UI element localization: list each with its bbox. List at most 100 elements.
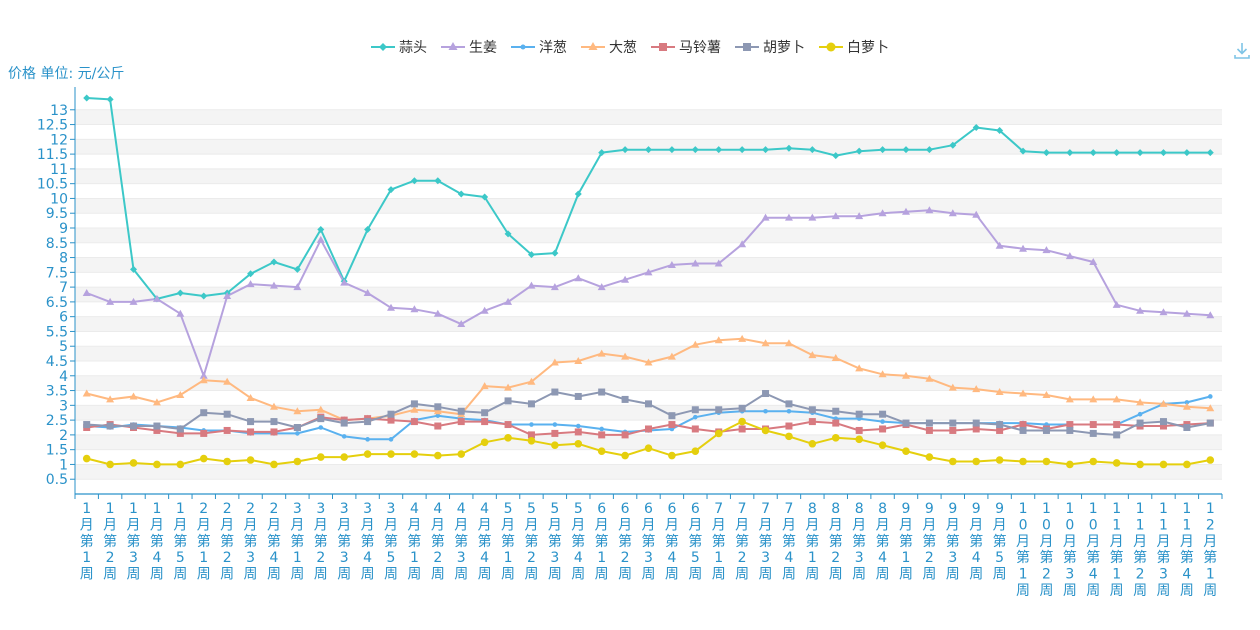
data-point[interactable] xyxy=(949,457,957,466)
data-point[interactable] xyxy=(1113,431,1121,439)
data-point[interactable] xyxy=(1065,252,1074,260)
data-point[interactable] xyxy=(176,390,185,398)
data-point[interactable] xyxy=(1206,311,1215,319)
data-point[interactable] xyxy=(387,416,395,424)
data-point[interactable] xyxy=(1159,418,1167,426)
data-point[interactable] xyxy=(996,426,1004,434)
data-point[interactable] xyxy=(363,450,372,458)
data-point[interactable] xyxy=(832,152,840,160)
data-point[interactable] xyxy=(1089,429,1097,437)
data-point[interactable] xyxy=(785,432,793,441)
data-point[interactable] xyxy=(433,309,442,317)
data-point[interactable] xyxy=(925,374,934,382)
data-point[interactable] xyxy=(995,456,1004,464)
data-point[interactable] xyxy=(691,340,700,348)
data-point[interactable] xyxy=(1206,404,1215,412)
data-point[interactable] xyxy=(457,190,465,198)
data-point[interactable] xyxy=(1112,395,1121,403)
data-point[interactable] xyxy=(738,404,746,412)
data-point[interactable] xyxy=(879,410,887,418)
data-point[interactable] xyxy=(996,421,1004,429)
data-point[interactable] xyxy=(902,146,910,154)
data-point[interactable] xyxy=(925,453,934,461)
data-point[interactable] xyxy=(972,457,981,466)
data-point[interactable] xyxy=(621,352,630,360)
data-point[interactable] xyxy=(504,397,512,405)
data-point[interactable] xyxy=(246,393,255,401)
data-point[interactable] xyxy=(1136,460,1144,469)
data-point[interactable] xyxy=(504,421,512,429)
data-point[interactable] xyxy=(738,425,746,433)
data-point[interactable] xyxy=(1159,460,1168,469)
data-point[interactable] xyxy=(1113,421,1121,429)
data-point[interactable] xyxy=(1159,422,1167,430)
data-point[interactable] xyxy=(316,453,325,461)
data-point[interactable] xyxy=(316,405,325,413)
data-point[interactable] xyxy=(1183,149,1191,157)
data-point[interactable] xyxy=(504,434,512,442)
data-point[interactable] xyxy=(434,451,442,460)
data-point[interactable] xyxy=(317,415,325,423)
data-point[interactable] xyxy=(527,431,535,439)
legend-item-5[interactable]: 马铃薯 xyxy=(651,37,721,57)
data-point[interactable] xyxy=(1183,424,1191,431)
data-point[interactable] xyxy=(106,297,115,305)
data-point[interactable] xyxy=(129,392,138,400)
legend-item-4[interactable]: 大葱 xyxy=(581,37,637,57)
data-point[interactable] xyxy=(1159,308,1168,316)
data-point[interactable] xyxy=(199,454,208,463)
data-point[interactable] xyxy=(1019,457,1027,466)
data-point[interactable] xyxy=(293,424,301,431)
data-point[interactable] xyxy=(855,426,863,434)
data-point[interactable] xyxy=(317,225,325,233)
data-point[interactable] xyxy=(457,320,466,328)
data-point[interactable] xyxy=(316,235,325,243)
data-point[interactable] xyxy=(223,410,231,418)
data-point[interactable] xyxy=(269,281,278,289)
data-point[interactable] xyxy=(1136,398,1145,406)
data-point[interactable] xyxy=(387,186,395,194)
data-point[interactable] xyxy=(621,275,630,283)
data-point[interactable] xyxy=(691,259,700,267)
download-icon[interactable] xyxy=(1234,42,1250,60)
data-point[interactable] xyxy=(1184,400,1190,405)
data-point[interactable] xyxy=(1206,149,1214,157)
data-point[interactable] xyxy=(949,426,957,434)
data-point[interactable] xyxy=(223,426,231,434)
legend-item-7[interactable]: 白萝卜 xyxy=(819,37,889,57)
data-point[interactable] xyxy=(410,400,418,408)
data-point[interactable] xyxy=(644,358,653,366)
data-point[interactable] xyxy=(855,212,864,220)
data-point[interactable] xyxy=(247,270,255,278)
data-point[interactable] xyxy=(901,207,910,215)
data-point[interactable] xyxy=(855,364,864,372)
data-point[interactable] xyxy=(176,425,184,433)
data-point[interactable] xyxy=(82,454,91,463)
data-point[interactable] xyxy=(199,376,208,384)
data-point[interactable] xyxy=(1019,389,1028,397)
data-point[interactable] xyxy=(340,419,348,427)
data-point[interactable] xyxy=(1042,149,1050,157)
data-point[interactable] xyxy=(129,459,138,467)
data-point[interactable] xyxy=(831,212,840,220)
data-point[interactable] xyxy=(995,388,1004,396)
data-point[interactable] xyxy=(879,425,887,433)
data-point[interactable] xyxy=(715,406,723,414)
data-point[interactable] xyxy=(925,426,933,434)
data-point[interactable] xyxy=(552,422,558,427)
data-point[interactable] xyxy=(410,450,419,458)
data-point[interactable] xyxy=(1042,457,1051,466)
data-point[interactable] xyxy=(925,419,933,427)
data-point[interactable] xyxy=(691,146,699,154)
data-point[interactable] xyxy=(574,274,583,282)
data-point[interactable] xyxy=(808,406,816,414)
data-point[interactable] xyxy=(457,450,466,458)
data-point[interactable] xyxy=(1042,426,1050,434)
data-point[interactable] xyxy=(831,434,840,442)
data-point[interactable] xyxy=(1159,149,1167,157)
data-point[interactable] xyxy=(387,410,395,418)
data-point[interactable] xyxy=(644,444,653,452)
data-point[interactable] xyxy=(621,451,629,460)
data-point[interactable] xyxy=(598,149,606,157)
data-point[interactable] xyxy=(972,419,980,427)
